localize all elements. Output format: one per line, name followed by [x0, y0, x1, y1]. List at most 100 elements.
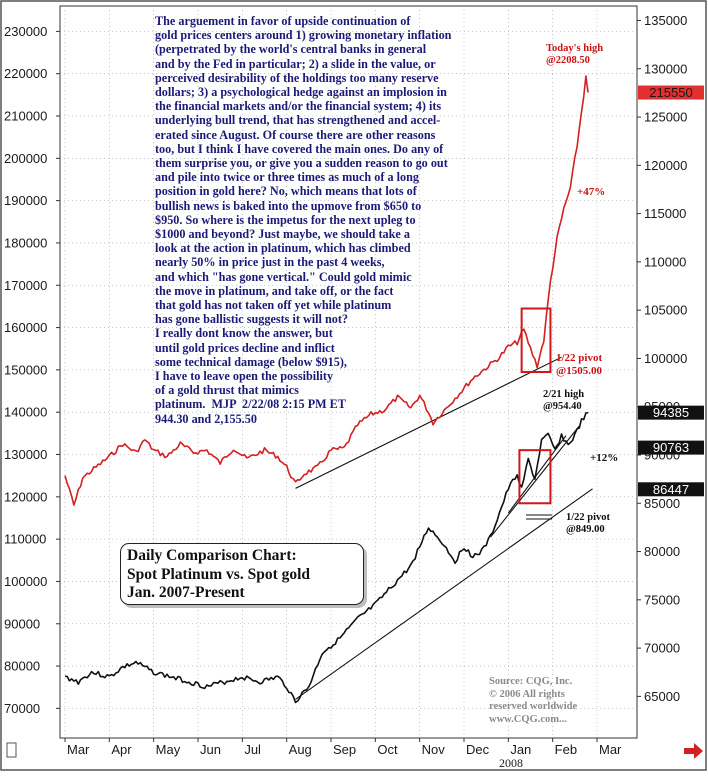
commentary-line: $1000 and beyond? Just maybe, we should … [155, 227, 410, 242]
commentary-line: has gone ballistic suggests it will not? [155, 312, 348, 327]
x-tick-label: Nov [422, 742, 446, 757]
commentary-line: nearly 50% in price just in the past 4 w… [155, 255, 385, 270]
left-tick-label: 190000 [4, 193, 47, 208]
scroll-right-arrow-icon[interactable] [684, 743, 703, 759]
grid [60, 6, 637, 738]
x-tick-label: Aug [289, 742, 312, 757]
x-tick-label: Jun [200, 742, 221, 757]
gold-trendline [295, 488, 593, 700]
right-tick-label: 120000 [644, 158, 687, 173]
commentary-line: erated since August. Of course there are… [155, 127, 436, 142]
commentary-line: $950. So where is the impetus for the ne… [155, 212, 416, 227]
commentary-line: and which "has gone vertical." Could gol… [155, 269, 412, 284]
right-tick-label: 75000 [644, 592, 680, 607]
chart-title-box: Daily Comparison Chart: Spot Platinum vs… [120, 543, 364, 605]
left-tick-label: 120000 [4, 489, 47, 504]
left-tick-label: 140000 [4, 405, 47, 420]
commentary-line: that gold has not taken off yet while pl… [155, 298, 392, 313]
platinum-value-tag-label: 215550 [649, 85, 692, 100]
x-axis: Mar Apr May Jun Jul Aug Sep Oct Nov Dec Jan Feb Mar [64, 738, 622, 757]
platinum-high-label: Today's high [546, 43, 603, 54]
platinum-trendline [295, 356, 562, 489]
x-tick-label: Mar [67, 742, 90, 757]
left-tick-label: 70000 [4, 701, 40, 716]
x-tick-label: Sep [333, 742, 356, 757]
chart-date-range: Jan. 2007-Present [127, 584, 245, 601]
x-tick-label: May [156, 742, 181, 757]
commentary-line: position in gold here? No, which means t… [155, 184, 417, 199]
commentary-line: (perpetrated by the world's central bank… [155, 42, 427, 57]
right-tick-label: 85000 [644, 496, 680, 511]
commentary-line: underlying bull trend, that has strength… [155, 113, 441, 128]
source-line: reserved worldwide [489, 701, 578, 712]
right-tick-label: 105000 [644, 303, 687, 318]
right-tick-label: 130000 [644, 61, 687, 76]
source-line: © 2006 All rights [489, 688, 565, 700]
chart-title: Daily Comparison Chart: [127, 547, 297, 564]
commentary-line: I really dont know the answer, but [155, 326, 333, 341]
left-tick-label: 80000 [4, 659, 40, 674]
gold-trendline [490, 425, 580, 538]
right-tick-label: 115000 [644, 206, 686, 221]
platinum-series-line [64, 75, 589, 506]
left-tick-label: 90000 [4, 616, 40, 631]
gold-pivot-label: 1/22 pivot [566, 512, 611, 523]
series-layer [64, 75, 589, 704]
trendlines [295, 356, 593, 700]
gold-value-tag-label: 86447 [653, 482, 689, 497]
platinum-pivot-label: 1/22 pivot [556, 352, 602, 364]
platinum-pivot-box [520, 307, 552, 374]
left-tick-label: 180000 [4, 235, 47, 250]
x-tick-label: Oct [377, 742, 398, 757]
commentary-line: of a gold thrust that mimics [155, 383, 299, 398]
gold-value-tag [638, 405, 704, 420]
right-tick-label: 110000 [644, 254, 686, 269]
x-tick-label: Apr [111, 742, 132, 757]
source-line: www.CQG.com... [489, 713, 567, 725]
commentary-line: I have to leave open the possibility [155, 369, 334, 384]
right-tick-label: 100000 [644, 351, 687, 366]
left-tick-label: 170000 [4, 278, 47, 293]
annotations: Today's high @2208.50 +47% 1/22 pivot @1… [526, 43, 618, 535]
gold-trendline [507, 435, 567, 514]
highlight-boxes [518, 307, 552, 505]
commentary-line: the financial markets and/or the financi… [155, 99, 442, 114]
gold-series-line [64, 411, 589, 704]
right-tick-label: 70000 [644, 641, 680, 656]
source-credit: Source: CQG, Inc. © 2006 All rights rese… [489, 676, 577, 726]
commentary-line: and by the Fed in particular; 2) a slide… [155, 56, 436, 71]
chart-subtitle: Spot Platinum vs. Spot gold [127, 565, 311, 583]
gold-gain-label: +12% [590, 452, 618, 464]
commentary-line: The arguement in favor of upside continu… [155, 14, 411, 28]
left-tick-label: 220000 [4, 66, 47, 81]
commentary-line: look at the action in platinum, which ha… [155, 241, 411, 256]
commentary-line: some technical damage (below $915), [155, 354, 347, 369]
gold-pivot-value: @849.00 [566, 524, 605, 535]
year-label: 2008 [499, 756, 523, 770]
gold-high-value: @954.40 [543, 401, 582, 412]
gold-high-label: 2/21 high [543, 389, 584, 400]
right-tick-label: 135000 [644, 13, 687, 28]
scroll-left-control[interactable] [6, 742, 17, 758]
commentary-line: 944.30 and 2,155.50 [155, 411, 257, 426]
gold-value-tag-label: 90763 [653, 440, 689, 455]
platinum-value-tag [638, 85, 704, 100]
commentary-line: until gold prices decline and inflict [155, 340, 335, 355]
left-tick-label: 230000 [4, 24, 47, 39]
value-tags: 215550 94385 90763 86447 [638, 85, 704, 497]
x-tick-label: Dec [466, 742, 490, 757]
x-tick-label: Jul [244, 742, 261, 757]
commentary-line: dollars; 3) a psychological hedge agains… [155, 85, 447, 100]
source-line: Source: CQG, Inc. [489, 676, 573, 687]
x-tick-label: Mar [599, 742, 622, 757]
gold-value-tag [638, 440, 704, 455]
left-axis: 70000 80000 90000 100000 110000 120000 130000 1… [4, 24, 60, 716]
left-tick-label: 100000 [4, 574, 47, 589]
commentary-line: the move in platinum, and take off, or t… [155, 283, 394, 298]
left-tick-label: 150000 [4, 362, 47, 377]
commentary-line: perceived desirability of the holdings t… [155, 70, 439, 85]
gold-value-tag-label: 94385 [653, 405, 689, 420]
commentary-text: The arguement in favor of upside continu… [155, 14, 540, 426]
